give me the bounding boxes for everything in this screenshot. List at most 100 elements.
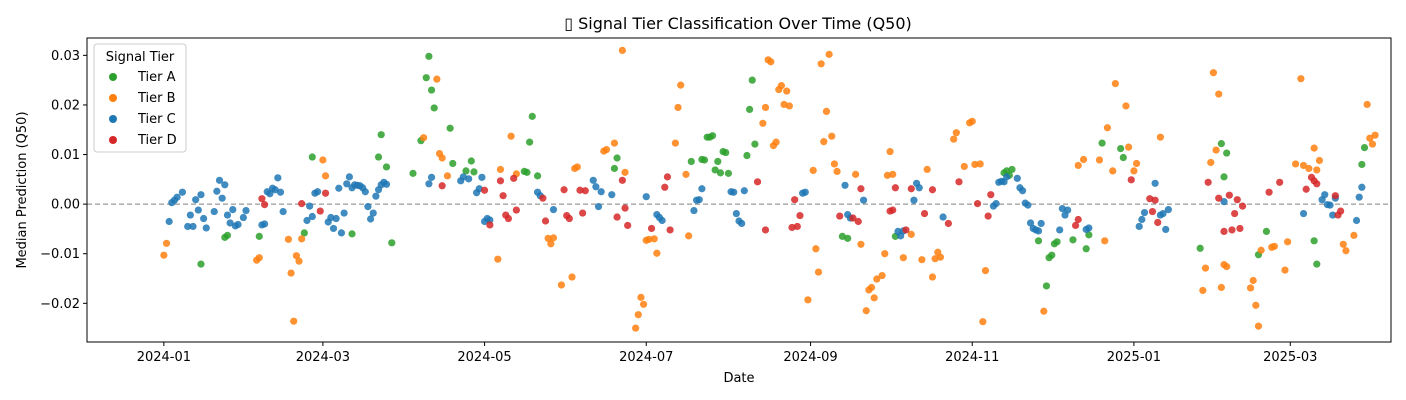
point-tier-a	[308, 153, 316, 161]
point-tier-c	[1056, 226, 1064, 234]
point-tier-a	[714, 157, 722, 166]
point-tier-b	[287, 269, 295, 277]
point-tier-c	[313, 188, 322, 196]
point-tier-b	[1315, 156, 1324, 165]
y-tick-label: −0.02	[40, 297, 80, 312]
point-tier-c	[592, 183, 600, 191]
point-tier-b	[809, 166, 817, 175]
point-tier-c	[210, 207, 218, 216]
point-tier-c	[1159, 209, 1167, 218]
point-tier-a	[409, 169, 417, 177]
point-tier-c	[308, 212, 316, 221]
point-tier-c	[730, 188, 738, 196]
point-tier-b	[1270, 242, 1278, 250]
point-tier-b	[568, 273, 576, 281]
point-tier-d	[666, 226, 674, 234]
point-tier-d	[298, 200, 306, 208]
point-tier-d	[1228, 226, 1236, 234]
point-tier-c	[366, 215, 375, 223]
point-tier-b	[284, 235, 293, 243]
point-tier-c	[382, 180, 391, 188]
point-tier-a	[1358, 160, 1366, 169]
point-tier-b	[950, 135, 958, 143]
point-tier-b	[1122, 102, 1130, 110]
point-tier-a	[1223, 149, 1231, 157]
point-tier-c	[589, 176, 597, 184]
point-tier-d	[1225, 191, 1233, 199]
point-tier-a	[613, 154, 621, 162]
point-tier-b	[857, 240, 865, 248]
point-tier-d	[902, 226, 910, 234]
x-tick-label: 2024-09	[783, 350, 837, 365]
point-tier-d	[321, 189, 330, 197]
point-tier-b	[812, 245, 820, 253]
point-tier-d	[1276, 178, 1284, 186]
point-tier-a	[523, 168, 531, 176]
point-tier-b	[830, 160, 839, 168]
point-tier-b	[777, 82, 786, 90]
point-tier-d	[1204, 178, 1212, 186]
point-tier-c	[303, 216, 311, 225]
point-tier-b	[1040, 307, 1048, 315]
point-tier-c	[197, 191, 205, 199]
point-tier-b	[1201, 264, 1210, 272]
point-tier-c	[329, 224, 338, 233]
point-tier-d	[753, 178, 762, 186]
x-tick-label: 2024-01	[137, 350, 191, 365]
point-tier-d	[987, 191, 995, 199]
point-tier-b	[433, 75, 441, 83]
point-tier-d	[1337, 207, 1345, 215]
point-tier-d	[486, 221, 494, 229]
point-tier-c	[372, 192, 380, 200]
point-tier-b	[639, 300, 648, 308]
point-tier-c	[915, 184, 923, 192]
point-tier-c	[1162, 225, 1170, 234]
point-tier-b	[1284, 238, 1292, 246]
point-tier-c	[910, 196, 918, 204]
point-tier-a	[388, 239, 396, 247]
point-tier-c	[266, 190, 274, 198]
x-axis-title: Date	[723, 371, 754, 386]
point-tier-a	[1313, 260, 1321, 268]
point-tier-d	[260, 201, 269, 209]
point-tier-c	[226, 219, 234, 227]
point-tier-c	[939, 213, 947, 221]
point-tier-c	[202, 224, 210, 232]
point-tier-d	[480, 186, 489, 194]
y-tick-label: 0.02	[51, 98, 80, 113]
point-tier-a	[430, 104, 438, 112]
point-tier-a	[462, 167, 470, 175]
point-tier-b	[889, 170, 897, 178]
point-tier-b	[1111, 80, 1119, 88]
point-tier-c	[1085, 224, 1093, 232]
point-tier-b	[443, 172, 452, 180]
point-tier-b	[928, 273, 937, 281]
point-tier-d	[504, 214, 513, 223]
point-tier-b	[573, 163, 581, 171]
point-tier-b	[1363, 100, 1371, 109]
point-tier-c	[337, 229, 346, 237]
point-tier-a	[446, 124, 454, 132]
point-tier-b	[602, 145, 611, 154]
point-tier-c	[345, 173, 353, 181]
point-tier-a	[722, 148, 730, 157]
point-tier-c	[486, 216, 494, 224]
point-tier-c	[1355, 193, 1363, 201]
plot-frame	[86, 37, 1392, 343]
legend-marker-tier-b	[109, 94, 117, 102]
point-tier-c	[732, 209, 740, 218]
point-tier-d	[849, 214, 857, 222]
point-tier-b	[1371, 131, 1379, 139]
point-tier-c	[242, 206, 250, 215]
point-tier-a	[467, 157, 475, 165]
point-tier-c	[215, 176, 224, 184]
point-tier-d	[1151, 196, 1159, 204]
point-tier-c	[343, 180, 351, 188]
point-tier-b	[682, 170, 690, 178]
point-tier-b	[496, 165, 505, 174]
point-tier-c	[549, 205, 558, 214]
point-tier-b	[1101, 237, 1109, 245]
point-tier-b	[1212, 146, 1220, 154]
point-tier-b	[878, 271, 886, 280]
x-axis: 2024-01 2024-03 2024-05 2024-07 2024-09 2024-…	[137, 342, 1317, 365]
